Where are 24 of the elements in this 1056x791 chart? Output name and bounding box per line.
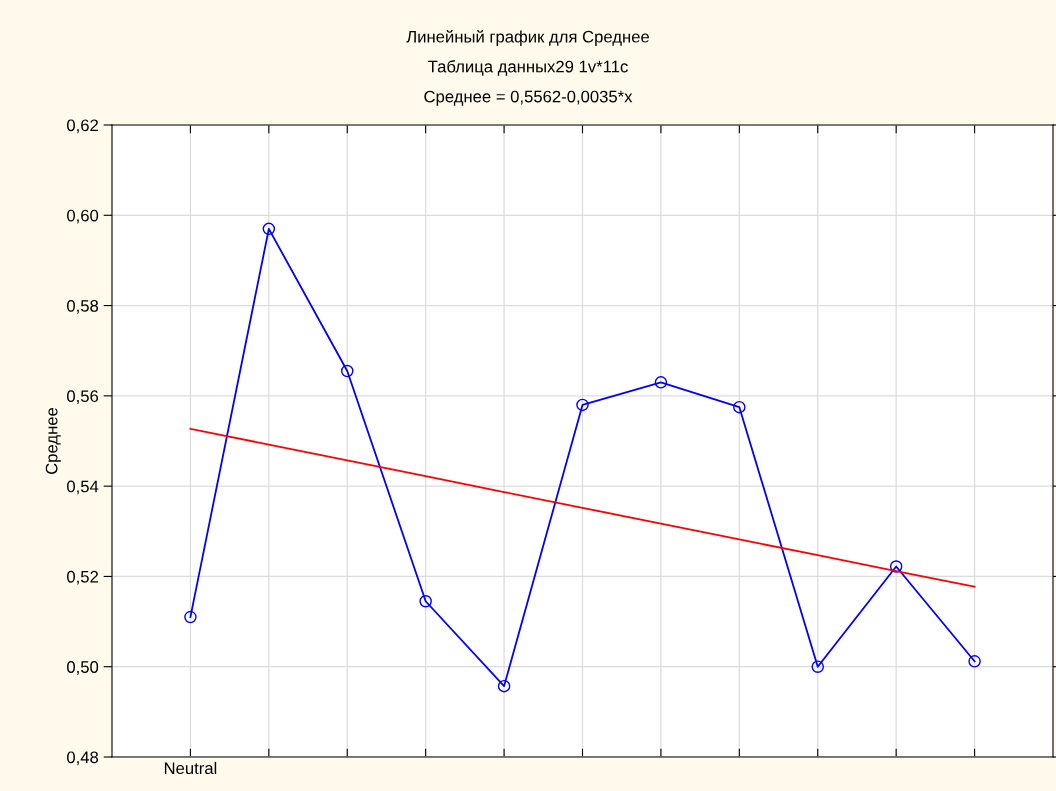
point (733, 400, 746, 414)
y-tick-label: 0,50 (67, 661, 99, 675)
chart-title: Линейный график для Среднее (406, 30, 650, 46)
y-tick-label: 0,54 (67, 480, 99, 495)
point (889, 560, 903, 573)
chart-subtitle: Таблица данных29 1v*11c Среднее = 0,5562-0,0035*x (424, 60, 633, 106)
y-tick-label: 0,48 (67, 751, 99, 766)
y-axis-title: Среднее (45, 407, 61, 474)
y-tick-label: 0,58 (67, 299, 99, 314)
x-tick-label: Neutral (164, 761, 217, 775)
y-tick-label: 0,56 (67, 390, 99, 405)
point (968, 655, 981, 668)
point (262, 222, 276, 236)
point (184, 610, 197, 624)
line-series (189, 427, 976, 588)
point (340, 364, 354, 378)
y-tick-label: 0,60 (67, 209, 99, 224)
point (419, 595, 432, 608)
point (654, 376, 668, 389)
y-tick-label: 0,62 (67, 119, 98, 134)
point (576, 398, 589, 412)
point (811, 660, 825, 673)
y-tick-label: 0,52 (67, 570, 98, 585)
point (497, 679, 511, 693)
